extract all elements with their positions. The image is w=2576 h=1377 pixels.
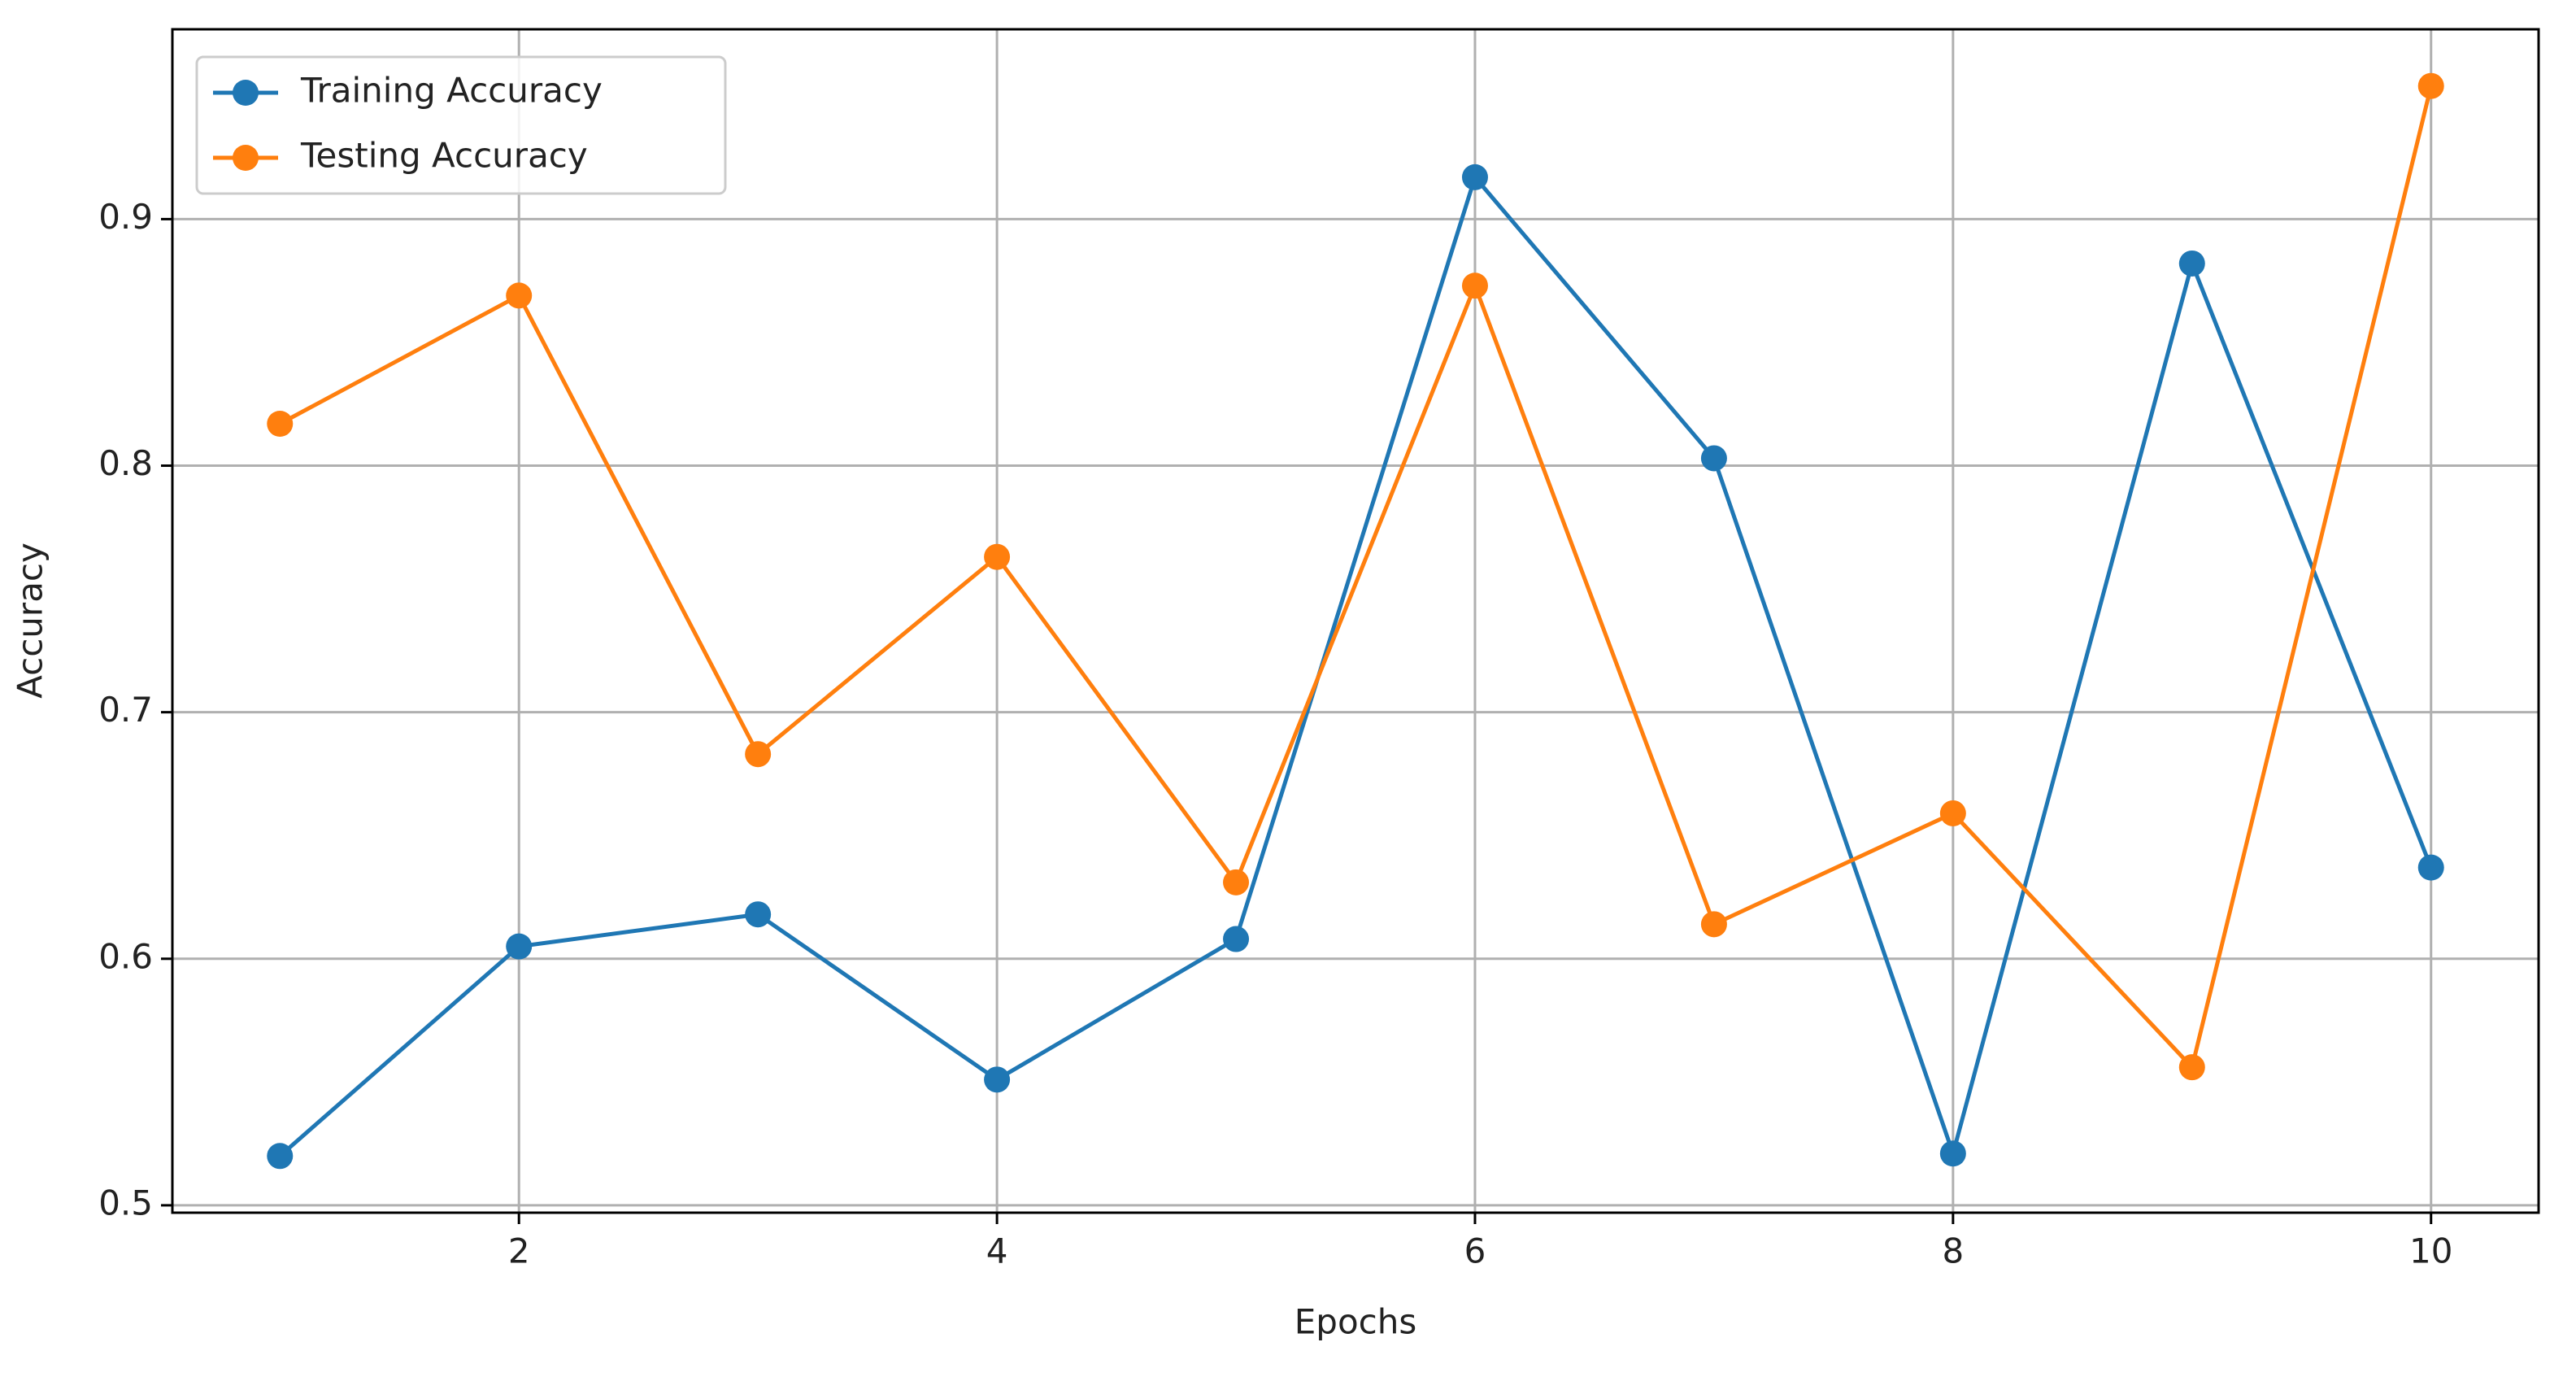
- x-tick-label: 8: [1942, 1231, 1964, 1271]
- data-point: [745, 901, 772, 928]
- legend: Training Accuracy Testing Accuracy: [195, 55, 727, 195]
- data-point: [2417, 72, 2444, 99]
- y-tick-label: 0.5: [98, 1183, 153, 1222]
- legend-marker: [233, 80, 259, 106]
- legend-label: Training Accuracy: [300, 71, 603, 111]
- data-point: [984, 543, 1011, 570]
- data-point: [1939, 1140, 1966, 1167]
- data-point: [506, 933, 533, 960]
- y-tick-label: 0.6: [98, 936, 153, 976]
- y-axis-label: Accuracy: [11, 543, 50, 699]
- legend-marker: [233, 145, 259, 171]
- x-tick-label: 6: [1464, 1231, 1486, 1271]
- series-line: [278, 172, 2434, 1161]
- data-point: [745, 741, 772, 768]
- data-point: [1700, 911, 1727, 938]
- plot-frame: [171, 28, 2540, 1214]
- data-point: [1461, 163, 1488, 190]
- legend-box: [195, 55, 727, 195]
- y-tick-label: 0.7: [98, 690, 153, 730]
- data-point: [2178, 250, 2205, 277]
- data-point: [267, 1143, 294, 1170]
- series-line: [279, 85, 2434, 1072]
- data-point: [2178, 1054, 2205, 1081]
- y-tick-label: 0.9: [98, 197, 153, 237]
- data-point: [984, 1066, 1011, 1093]
- x-axis-label: Epochs: [1295, 1302, 1417, 1342]
- data-point: [1700, 445, 1727, 472]
- data-point: [1461, 272, 1488, 299]
- x-tick-label: 10: [2409, 1231, 2452, 1271]
- data-point: [267, 411, 294, 437]
- data-point: [1223, 869, 1250, 895]
- data-point: [506, 282, 533, 309]
- y-tick-label: 0.8: [98, 443, 153, 483]
- data-point: [1223, 926, 1250, 952]
- x-tick-label: 2: [508, 1231, 530, 1271]
- data-point: [2417, 854, 2444, 881]
- data-point: [1939, 800, 1966, 826]
- legend-label: Testing Accuracy: [300, 136, 588, 176]
- x-tick-label: 4: [986, 1231, 1008, 1271]
